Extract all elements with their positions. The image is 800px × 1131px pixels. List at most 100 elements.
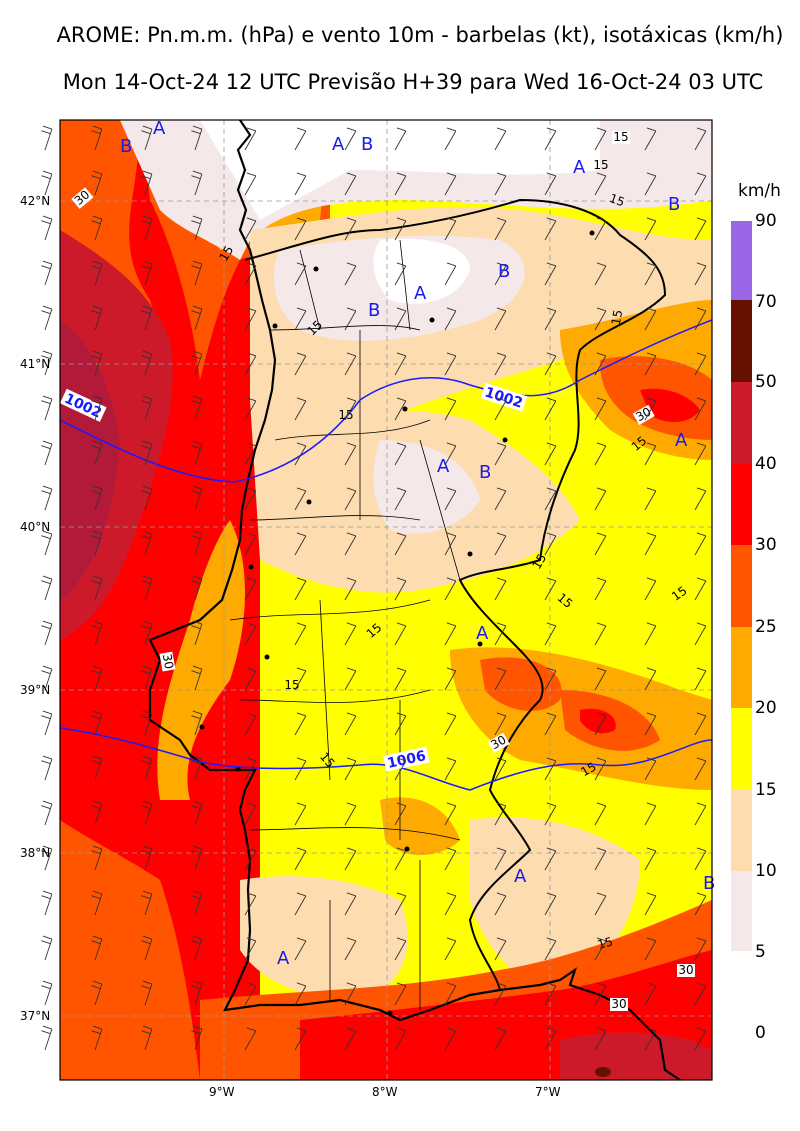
wind-barb [594, 1027, 607, 1051]
wind-barb [41, 665, 53, 691]
wind-barb [41, 530, 53, 556]
wind-barb [594, 532, 607, 556]
lon-label: 9°W [209, 1085, 235, 1099]
wind-barb [594, 937, 607, 961]
wind-barb [494, 622, 507, 646]
colorbar-band [731, 545, 752, 627]
wind-barb [141, 215, 153, 241]
wind-barb [41, 710, 53, 736]
wind-barb [594, 892, 607, 916]
wind-barb [91, 1025, 103, 1051]
wind-barb [494, 487, 507, 511]
wind-barb [494, 982, 507, 1006]
wind-barb [191, 170, 203, 196]
wind-barb [644, 307, 657, 331]
wind-barb [191, 350, 203, 376]
wind-barb [294, 622, 307, 646]
high-pressure-marker: A [414, 283, 427, 304]
wind-barb [191, 485, 203, 511]
wind-barb [694, 757, 707, 781]
isotach-label: 30 [633, 405, 653, 425]
wind-barb [294, 712, 307, 736]
wind-barb [294, 217, 307, 241]
isotach-label: 15 [530, 551, 550, 571]
isotach-label: 30 [488, 733, 508, 753]
wind-barb [91, 350, 103, 376]
wind-barb [41, 980, 53, 1006]
wind-barb [394, 397, 407, 421]
high-pressure-marker: A [675, 430, 688, 451]
wind-barb [494, 577, 507, 601]
wind-barb [594, 712, 607, 736]
wind-barb [394, 1027, 407, 1051]
wind-barb [244, 532, 257, 556]
wind-barb [244, 352, 257, 376]
high-pressure-marker: A [514, 866, 527, 887]
wind-barb [694, 622, 707, 646]
wind-barb [191, 755, 203, 781]
wind-barb [544, 1027, 557, 1051]
wind-barb [544, 577, 557, 601]
wind-barb [394, 937, 407, 961]
wind-barb [544, 397, 557, 421]
wind-barb [694, 172, 707, 196]
wind-barb [594, 847, 607, 871]
wind-barb [344, 982, 357, 1006]
wind-barb [494, 1027, 507, 1051]
wind-barb [141, 125, 153, 151]
wind-barb [694, 667, 707, 691]
wind-barb [694, 532, 707, 556]
wind-barb [141, 170, 153, 196]
wind-barb [494, 802, 507, 826]
grid-lines [60, 120, 712, 1080]
wind-barb [594, 127, 607, 151]
colorbar [731, 221, 752, 951]
wind-barb [244, 442, 257, 466]
wind-barb [91, 710, 103, 736]
coastline-and-borders [148, 120, 681, 1080]
wind-barb [41, 800, 53, 826]
wind-barb [294, 937, 307, 961]
wind-barb [544, 487, 557, 511]
wind-barb [594, 487, 607, 511]
wind-barb [91, 305, 103, 331]
colorbar-level: 25 [755, 617, 777, 637]
wind-barb [644, 127, 657, 151]
wind-barb [594, 352, 607, 376]
wind-barb [141, 305, 153, 331]
wind-barb [41, 305, 53, 331]
wind-barb [344, 1027, 357, 1051]
wind-barb [394, 757, 407, 781]
wind-barb [644, 667, 657, 691]
wind-barb [644, 217, 657, 241]
wind-barb [244, 802, 257, 826]
wind-barb [244, 847, 257, 871]
isotach-label: 15 [578, 760, 598, 780]
wind-barb [644, 802, 657, 826]
wind-barb [294, 667, 307, 691]
wind-barb [244, 217, 257, 241]
wind-barb [544, 802, 557, 826]
wind-barb [344, 307, 357, 331]
wind-barb [91, 485, 103, 511]
wind-barb [344, 352, 357, 376]
wind-barb [191, 1025, 203, 1051]
colorbar-band [731, 221, 752, 300]
colorbar-band [731, 627, 752, 708]
colorbar-level: 10 [755, 861, 777, 881]
wind-barb [244, 172, 257, 196]
wind-barb [594, 262, 607, 286]
wind-barb [644, 487, 657, 511]
wind-barb [494, 892, 507, 916]
wind-barb [494, 397, 507, 421]
wind-barb [394, 667, 407, 691]
wind-barb [644, 622, 657, 646]
wind-barb [444, 577, 457, 601]
wind-barb [694, 1027, 707, 1051]
colorbar-band [731, 300, 752, 382]
wind-barb [244, 757, 257, 781]
wind-barb [444, 127, 457, 151]
wind-barb [594, 172, 607, 196]
wind-barb [294, 1027, 307, 1051]
wind-barb [91, 845, 103, 871]
